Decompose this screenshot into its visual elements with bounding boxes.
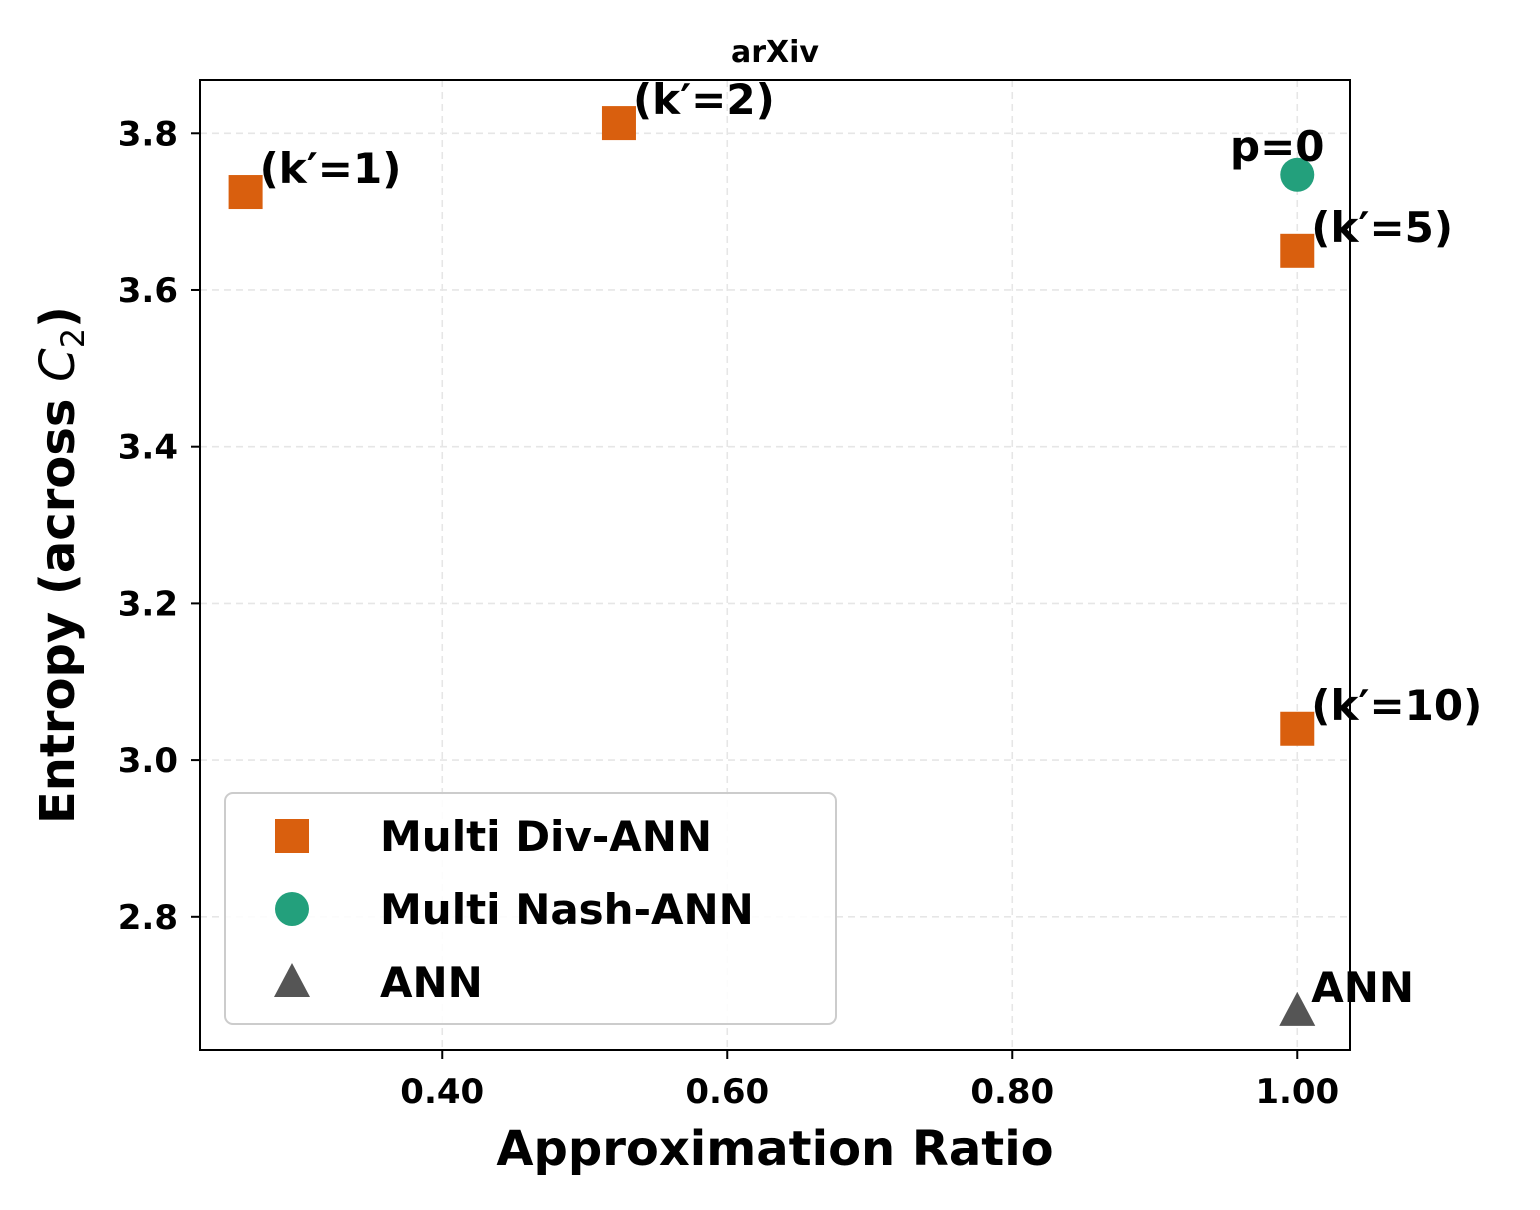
point-label: ANN <box>1311 963 1414 1012</box>
point-label: (k′=2) <box>633 75 775 124</box>
x-tick-label: 0.40 <box>400 1072 484 1112</box>
y-tick-label: 3.4 <box>118 428 178 468</box>
legend-marker <box>275 819 309 853</box>
point-label: p=0 <box>1230 122 1324 171</box>
y-axis-title-suffix: ) <box>30 306 86 328</box>
legend-marker <box>274 963 310 997</box>
y-axis-title-sub: 2 <box>54 328 92 348</box>
axis-ticks: 0.40 0.60 0.80 1.00 2.8 3.0 3.2 3.4 3.6 3.8 <box>118 114 1339 1112</box>
legend-label: Multi Nash-ANN <box>380 885 754 934</box>
x-tick-label: 1.00 <box>1255 1072 1339 1112</box>
data-point <box>1280 711 1315 746</box>
y-axis-title-prefix: Entropy (across <box>30 382 86 824</box>
y-axis-title: Entropy (across C2) <box>30 306 92 824</box>
data-point <box>601 106 636 141</box>
data-point <box>1280 233 1315 268</box>
y-tick-label: 3.2 <box>118 584 178 624</box>
legend-label: Multi Div-ANN <box>380 812 712 861</box>
point-label: (k′=5) <box>1311 203 1453 252</box>
chart-title: arXiv <box>731 35 819 70</box>
x-tick-label: 0.60 <box>685 1072 769 1112</box>
legend: Multi Div-ANN Multi Nash-ANN ANN <box>224 792 837 1025</box>
y-tick-label: 3.8 <box>118 114 178 154</box>
x-axis-title: Approximation Ratio <box>496 1121 1053 1177</box>
plot-frame <box>199 79 1351 1051</box>
data-point <box>228 175 263 210</box>
data-point <box>1279 991 1316 1026</box>
point-labels: (k′=1) (k′=2) (k′=5) (k′=10) p=0 ANN <box>260 75 1483 1012</box>
y-axis-title-var: C <box>30 348 86 382</box>
data-point <box>1280 157 1315 192</box>
y-tick-label: 3.0 <box>118 741 178 781</box>
legend-marker <box>275 892 309 926</box>
legend-box <box>224 792 837 1025</box>
x-tick-label: 0.80 <box>970 1072 1054 1112</box>
data-points <box>228 106 1316 1026</box>
point-label: (k′=1) <box>260 144 402 193</box>
y-tick-label: 3.6 <box>118 271 178 311</box>
y-tick-label: 2.8 <box>118 898 178 938</box>
point-label: (k′=10) <box>1311 681 1482 730</box>
legend-label: ANN <box>380 958 483 1007</box>
